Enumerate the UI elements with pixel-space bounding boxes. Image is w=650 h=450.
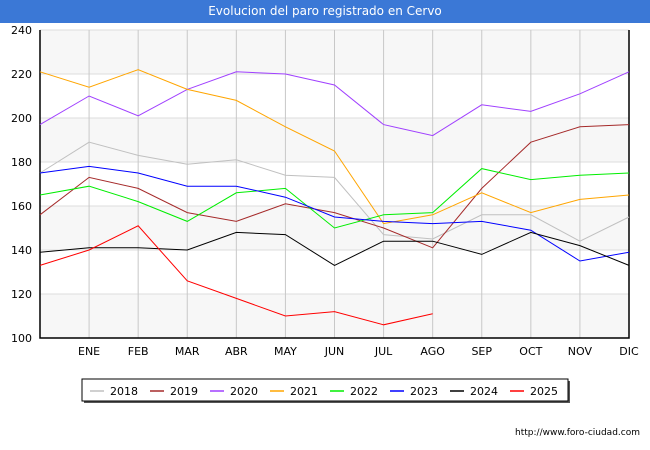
x-tick-label: ABR <box>225 345 248 358</box>
series-line-2019 <box>39 124 630 249</box>
x-tick-label: FEB <box>128 345 149 358</box>
legend-label: 2018 <box>110 385 138 398</box>
y-tick-label: 160 <box>11 200 32 213</box>
x-tick-label: JUN <box>324 345 345 358</box>
x-tick-label: JUL <box>374 345 393 358</box>
series-line-2025 <box>39 225 433 326</box>
y-tick-label: 240 <box>11 24 32 37</box>
legend-box <box>81 378 569 402</box>
x-tick-label: SEP <box>471 345 492 358</box>
series-line-2021 <box>39 69 630 225</box>
series-line-2023 <box>39 165 630 262</box>
legend-label: 2023 <box>410 385 438 398</box>
x-tick-label: OCT <box>519 345 542 358</box>
legend-label: 2022 <box>350 385 378 398</box>
y-tick-label: 140 <box>11 244 32 257</box>
legend-label: 2021 <box>290 385 318 398</box>
x-tick-label: NOV <box>568 345 593 358</box>
legend-label: 2019 <box>170 385 198 398</box>
x-tick-label: DIC <box>619 345 639 358</box>
x-tick-label: AGO <box>420 345 445 358</box>
x-tick-label: ENE <box>78 345 100 358</box>
y-tick-label: 180 <box>11 156 32 169</box>
series-line-2020 <box>39 71 630 137</box>
plot-frame <box>39 30 630 339</box>
series-line-2018 <box>39 141 630 242</box>
legend-label: 2020 <box>230 385 258 398</box>
y-tick-label: 200 <box>11 112 32 125</box>
series-line-2024 <box>39 231 630 266</box>
y-tick-label: 120 <box>11 288 32 301</box>
chart-title: Evolucion del paro registrado en Cervo <box>0 0 650 23</box>
x-tick-label: MAY <box>274 345 297 358</box>
legend-label: 2025 <box>530 385 558 398</box>
series-line-2022 <box>39 168 630 229</box>
legend-label: 2024 <box>470 385 498 398</box>
source-url[interactable]: http://www.foro-ciudad.com <box>515 428 640 438</box>
x-tick-label: MAR <box>175 345 200 358</box>
y-tick-label: 100 <box>11 332 32 345</box>
y-tick-label: 220 <box>11 68 32 81</box>
